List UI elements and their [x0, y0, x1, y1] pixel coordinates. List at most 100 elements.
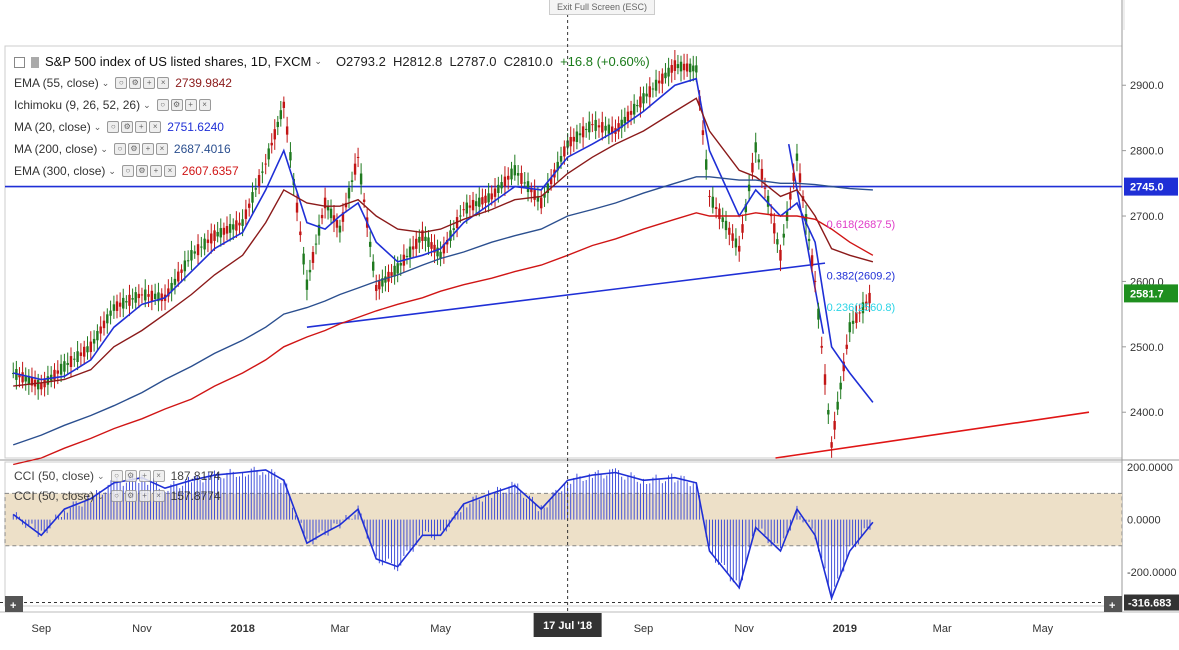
time-tick-label: Mar — [933, 623, 952, 635]
candle-body — [317, 224, 321, 236]
close-icon[interactable]: × — [163, 165, 176, 177]
candle-body — [705, 159, 708, 170]
close-icon[interactable]: × — [152, 490, 165, 502]
chevron-down-icon[interactable]: ⌄ — [93, 121, 102, 132]
close-icon[interactable]: × — [155, 143, 168, 155]
indicator-controls[interactable]: ○ ⚙ + × — [121, 165, 176, 177]
cci-indicator-row[interactable]: CCI (50, close) ⌄ ○ ⚙ + × 157.8774 — [14, 486, 221, 506]
indicator-name[interactable]: EMA (55, close) — [14, 76, 99, 90]
add-icon[interactable]: + — [143, 77, 156, 89]
close-icon[interactable]: × — [149, 121, 162, 133]
settings-icon[interactable]: ⚙ — [170, 99, 183, 111]
chevron-down-icon[interactable]: ⌄ — [143, 99, 151, 110]
settings-icon[interactable]: ⚙ — [129, 77, 142, 89]
chevron-down-icon[interactable]: ⌄ — [101, 77, 110, 88]
candle-body — [588, 121, 591, 133]
candle-body — [594, 119, 597, 131]
candle-body — [66, 362, 69, 366]
add-icon[interactable]: + — [184, 99, 197, 111]
chevron-down-icon[interactable]: ⌄ — [108, 165, 116, 176]
candle-body — [858, 312, 861, 314]
add-icon[interactable]: + — [138, 490, 151, 502]
series-ma-200-close- — [12, 176, 873, 446]
cci-indicator-name[interactable]: CCI (50, close) — [14, 469, 95, 483]
indicator-row[interactable]: Ichimoku (9, 26, 52, 26) ⌄ ○ ⚙ + × — [14, 94, 650, 116]
settings-icon[interactable]: ⚙ — [124, 490, 137, 502]
candle-body — [344, 202, 348, 208]
settings-icon[interactable]: ⚙ — [135, 165, 148, 177]
candle-body — [96, 330, 99, 341]
visibility-icon[interactable]: ○ — [113, 143, 126, 155]
chevron-down-icon[interactable]: ⌄ — [100, 143, 108, 154]
indicator-name[interactable]: Ichimoku (9, 26, 52, 26) — [14, 98, 141, 112]
chevron-down-icon[interactable]: ⌄ — [97, 490, 105, 501]
candle-body — [59, 363, 63, 375]
cci-indicator-row[interactable]: CCI (50, close) ⌄ ○ ⚙ + × 187.8174 — [14, 466, 221, 486]
indicator-name[interactable]: MA (20, close) — [14, 120, 91, 134]
trendlines[interactable] — [5, 143, 1122, 459]
indicator-value: 2751.6240 — [167, 120, 224, 134]
add-icon[interactable]: + — [135, 121, 148, 133]
candle-body — [673, 60, 677, 71]
chevron-down-icon[interactable]: ⌄ — [97, 470, 105, 481]
candle-body — [724, 220, 728, 231]
candle-body — [760, 168, 764, 180]
candle-body — [530, 189, 533, 193]
cci-indicator-value: 187.8174 — [170, 469, 221, 483]
visibility-icon[interactable]: ○ — [110, 490, 123, 502]
indicator-row[interactable]: EMA (300, close) ⌄ ○ ⚙ + × 2607.6357 — [14, 160, 650, 182]
candle-body — [439, 251, 442, 259]
candle-body — [213, 230, 216, 241]
candle-body — [210, 233, 213, 244]
candle-body — [295, 202, 299, 213]
settings-icon[interactable]: ⚙ — [124, 470, 137, 482]
indicator-name[interactable]: EMA (300, close) — [14, 164, 106, 178]
add-icon[interactable]: + — [149, 165, 162, 177]
visibility-icon[interactable]: ○ — [115, 77, 128, 89]
time-tick-label: 2018 — [230, 623, 254, 635]
close-icon[interactable]: × — [198, 99, 211, 111]
indicator-controls[interactable]: ○ ⚙ + × — [107, 121, 162, 133]
settings-icon[interactable]: ⚙ — [127, 143, 140, 155]
candle-body — [773, 223, 776, 234]
candle-body — [102, 320, 106, 329]
indicator-controls[interactable]: ○ ⚙ + × — [115, 77, 170, 89]
indicator-controls[interactable]: ○ ⚙ + × — [110, 470, 165, 482]
settings-icon[interactable]: ⚙ — [121, 121, 134, 133]
cci-indicator-name[interactable]: CCI (50, close) — [14, 489, 95, 503]
candle-body — [601, 122, 604, 133]
candle-body — [842, 361, 845, 372]
indicator-controls[interactable]: ○ ⚙ + × — [156, 99, 211, 111]
close-icon[interactable]: × — [157, 77, 170, 89]
candle-body — [728, 227, 731, 235]
candle-body — [757, 159, 761, 163]
time-tick-label: Mar — [330, 623, 349, 635]
indicator-controls[interactable]: ○ ⚙ + × — [113, 143, 168, 155]
candle-body — [533, 189, 536, 200]
visibility-icon[interactable]: ○ — [156, 99, 169, 111]
add-icon[interactable]: + — [141, 143, 154, 155]
candle-body — [452, 228, 455, 230]
candle-body — [305, 279, 309, 290]
visibility-icon[interactable]: ○ — [107, 121, 120, 133]
indicator-row[interactable]: MA (200, close) ⌄ ○ ⚙ + × 2687.4016 — [14, 138, 650, 160]
indicator-row[interactable]: MA (20, close) ⌄ ○ ⚙ + × 2751.6240 — [14, 116, 650, 138]
candle-body — [282, 101, 286, 108]
low-value: L2787.0 — [449, 53, 497, 69]
close-icon[interactable]: × — [152, 470, 165, 482]
visibility-icon[interactable]: ○ — [110, 470, 123, 482]
indicator-controls[interactable]: ○ ⚙ + × — [110, 490, 165, 502]
candle-body — [219, 228, 222, 238]
chevron-down-icon[interactable]: ⌄ — [314, 55, 322, 66]
indicator-name[interactable]: MA (200, close) — [14, 142, 98, 156]
candle-body — [626, 111, 630, 122]
collapse-icon[interactable] — [14, 56, 25, 68]
add-icon[interactable]: + — [138, 470, 151, 482]
symbol-title[interactable]: S&P 500 index of US listed shares, 1D, F… — [45, 53, 312, 69]
symbol-row: S&P 500 index of US listed shares, 1D, F… — [14, 50, 650, 72]
candle-body — [820, 345, 823, 348]
exit-fullscreen-button[interactable]: Exit Full Screen (ESC) — [549, 0, 655, 15]
visibility-icon[interactable]: ○ — [121, 165, 134, 177]
indicator-row[interactable]: EMA (55, close) ⌄ ○ ⚙ + × 2739.9842 — [14, 72, 650, 94]
